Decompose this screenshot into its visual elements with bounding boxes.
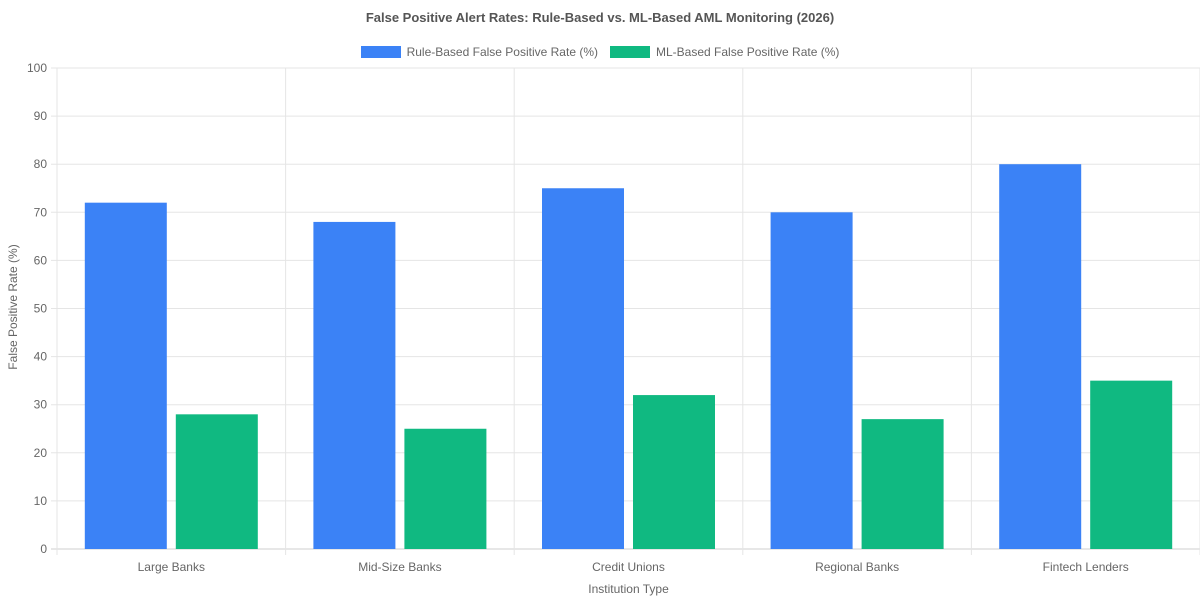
- bar-ml-based: [861, 419, 944, 549]
- x-tick-label: Mid-Size Banks: [358, 560, 441, 574]
- legend-label: Rule-Based False Positive Rate (%): [406, 45, 598, 59]
- bar-ml-based: [1090, 380, 1173, 549]
- x-tick-label: Large Banks: [138, 560, 205, 574]
- y-axis-label: False Positive Rate (%): [6, 244, 20, 370]
- bar-rule-based: [999, 164, 1082, 549]
- y-tick-label: 60: [34, 253, 48, 267]
- x-tick-label: Regional Banks: [815, 560, 899, 574]
- x-tick-label: Fintech Lenders: [1043, 560, 1129, 574]
- y-tick-label: 30: [34, 398, 48, 412]
- y-tick-label: 40: [34, 350, 48, 364]
- y-tick-label: 70: [34, 205, 48, 219]
- legend-label: ML-Based False Positive Rate (%): [656, 45, 840, 59]
- y-tick-label: 50: [34, 302, 48, 316]
- legend-item-rule-based[interactable]: Rule-Based False Positive Rate (%): [360, 45, 598, 59]
- bar-ml-based: [175, 414, 258, 549]
- y-tick-label: 10: [34, 494, 48, 508]
- y-tick-label: 20: [34, 446, 48, 460]
- y-tick-label: 100: [27, 61, 47, 75]
- bar-rule-based: [770, 212, 853, 550]
- legend-item-ml-based[interactable]: ML-Based False Positive Rate (%): [610, 45, 839, 59]
- x-tick-label: Credit Unions: [592, 560, 665, 574]
- bar-ml-based: [404, 428, 487, 549]
- y-tick-label: 80: [34, 157, 48, 171]
- x-axis-label: Institution Type: [588, 582, 669, 596]
- bar-ml-based: [633, 395, 715, 549]
- bar-rule-based: [313, 221, 396, 550]
- y-tick-label: 0: [40, 542, 47, 556]
- legend: Rule-Based False Positive Rate (%) ML-Ba…: [0, 45, 1200, 59]
- legend-swatch-rule-based: [360, 46, 401, 58]
- bar-rule-based: [84, 202, 167, 549]
- chart-title: False Positive Alert Rates: Rule-Based v…: [365, 10, 835, 25]
- legend-swatch-ml-based: [610, 46, 650, 58]
- bar-rule-based: [542, 188, 624, 549]
- y-tick-label: 90: [34, 109, 48, 123]
